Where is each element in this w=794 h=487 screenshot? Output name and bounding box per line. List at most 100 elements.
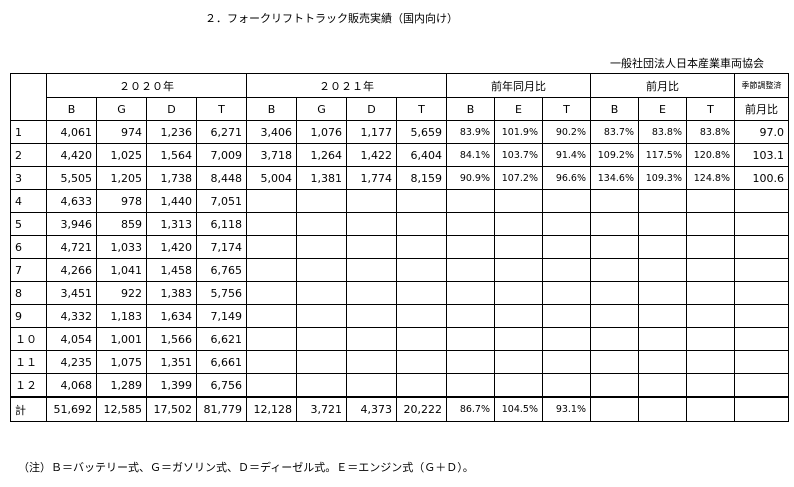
value-2020: 7,149: [196, 304, 247, 328]
value-mom: [686, 304, 735, 328]
value-yoy: [446, 212, 495, 236]
value-yoy: [494, 304, 543, 328]
value-seasonal: [734, 235, 789, 259]
value-seasonal: 97.0: [734, 120, 789, 144]
month-label: 5: [10, 212, 47, 236]
header-col: G: [96, 97, 147, 121]
value-2020: 4,235: [46, 350, 97, 374]
value-mom: 83.8%: [638, 120, 687, 144]
header-year-2021: ２０２１年: [246, 73, 447, 98]
value-2021: [396, 281, 447, 305]
month-label: 2: [10, 143, 47, 167]
value-mom: [638, 258, 687, 282]
month-label: １０: [10, 327, 47, 351]
value-yoy: [446, 235, 495, 259]
value-2021: [246, 304, 297, 328]
value-2021: [296, 327, 347, 351]
month-label: １２: [10, 373, 47, 398]
value-yoy: 101.9%: [494, 120, 543, 144]
value-mom: [638, 189, 687, 213]
value-mom: [686, 327, 735, 351]
value-seasonal: [734, 189, 789, 213]
header-col: G: [296, 97, 347, 121]
value-mom: [590, 327, 639, 351]
header-col: T: [686, 97, 735, 121]
header-col: E: [638, 97, 687, 121]
value-2021: [246, 281, 297, 305]
value-2021: [346, 212, 397, 236]
value-2021: [346, 281, 397, 305]
value-2020: 1,399: [146, 373, 197, 398]
value-2021: [346, 304, 397, 328]
header-col: D: [346, 97, 397, 121]
value-2021: [346, 235, 397, 259]
value-2020: 1,033: [96, 235, 147, 259]
value-2020: 1,440: [146, 189, 197, 213]
value-2020: 3,946: [46, 212, 97, 236]
value-seasonal: 103.1: [734, 143, 789, 167]
value-mom: 124.8%: [686, 166, 735, 190]
value-mom: [638, 212, 687, 236]
value-2021: [296, 281, 347, 305]
value-2020: 1,236: [146, 120, 197, 144]
value-2020: 1,351: [146, 350, 197, 374]
value-2020: 17,502: [146, 396, 197, 422]
header-col: B: [246, 97, 297, 121]
header-seasonal-top: 季節調整済: [734, 73, 789, 98]
value-2020: 7,051: [196, 189, 247, 213]
value-yoy: [494, 281, 543, 305]
value-mom: [590, 396, 639, 422]
value-2021: [346, 327, 397, 351]
value-2021: [296, 235, 347, 259]
value-2020: 1,634: [146, 304, 197, 328]
value-2020: 1,001: [96, 327, 147, 351]
value-2020: 1,041: [96, 258, 147, 282]
value-2021: [396, 373, 447, 398]
value-yoy: [542, 281, 591, 305]
table-row: １０ 4,054 1,001 1,566 6,621: [10, 327, 789, 351]
value-2021: 1,177: [346, 120, 397, 144]
value-2020: 1,383: [146, 281, 197, 305]
value-2020: 1,289: [96, 373, 147, 398]
header-col: B: [46, 97, 97, 121]
header-yoy: 前年同月比: [446, 73, 591, 98]
value-mom: 134.6%: [590, 166, 639, 190]
value-yoy: [446, 258, 495, 282]
header-col: E: [494, 97, 543, 121]
value-2020: 8,448: [196, 166, 247, 190]
value-2020: 6,118: [196, 212, 247, 236]
value-yoy: [494, 350, 543, 374]
value-mom: [590, 189, 639, 213]
month-label: 4: [10, 189, 47, 213]
value-2020: 4,332: [46, 304, 97, 328]
month-label: 1: [10, 120, 47, 144]
value-yoy: 90.9%: [446, 166, 495, 190]
value-mom: [590, 212, 639, 236]
value-mom: [686, 396, 735, 422]
page-title: ２．フォークリフトトラック販売実績（国内向け）: [205, 12, 458, 25]
month-label: 計: [10, 396, 47, 422]
value-yoy: [494, 235, 543, 259]
value-2020: 1,075: [96, 350, 147, 374]
table-row: 7 4,266 1,041 1,458 6,765: [10, 258, 789, 282]
value-2021: [246, 212, 297, 236]
value-2020: 6,765: [196, 258, 247, 282]
value-yoy: [542, 189, 591, 213]
value-2021: [346, 350, 397, 374]
value-2021: [396, 258, 447, 282]
value-2021: [246, 327, 297, 351]
value-yoy: [494, 327, 543, 351]
month-label: 6: [10, 235, 47, 259]
value-mom: [590, 350, 639, 374]
value-2021: 5,004: [246, 166, 297, 190]
value-mom: [686, 350, 735, 374]
value-2021: [396, 327, 447, 351]
value-2021: [246, 235, 297, 259]
value-yoy: [446, 304, 495, 328]
value-mom: [686, 235, 735, 259]
value-mom: 109.3%: [638, 166, 687, 190]
value-2021: [346, 189, 397, 213]
value-mom: [686, 189, 735, 213]
value-2020: 859: [96, 212, 147, 236]
value-2020: 1,458: [146, 258, 197, 282]
